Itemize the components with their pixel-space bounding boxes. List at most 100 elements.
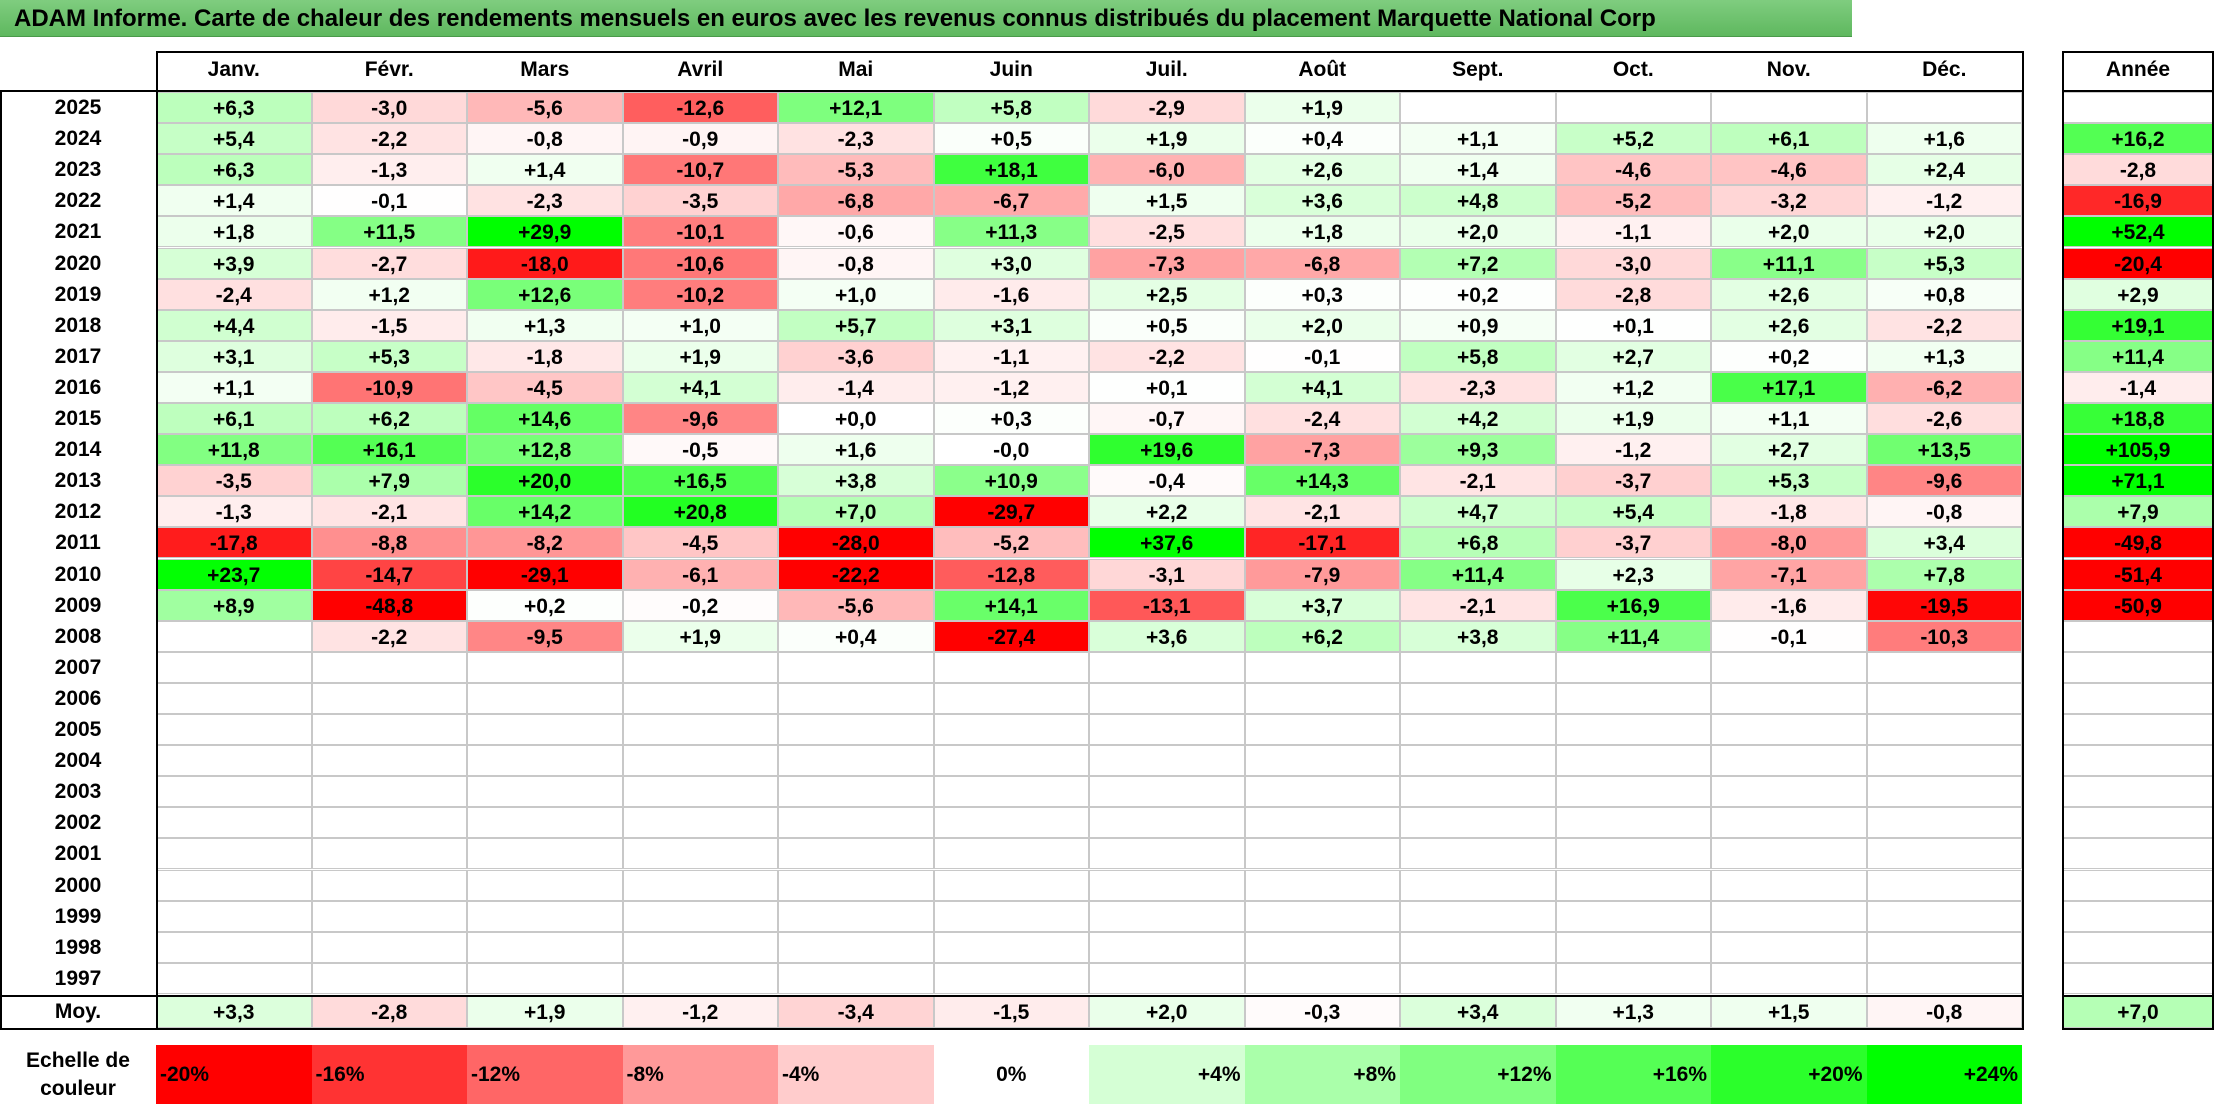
heatmap-cell [311, 900, 467, 932]
heatmap-cell [1866, 682, 2022, 714]
heatmap-cell [1866, 900, 2022, 932]
heatmap-cell: -10,6 [622, 247, 778, 279]
annual-cell [2062, 682, 2214, 714]
month-header: Juin [933, 51, 1089, 89]
heatmap-cell [622, 900, 778, 932]
heatmap-cell [1089, 962, 1245, 994]
annual-cell: +18,8 [2062, 403, 2214, 435]
heatmap-cell [311, 776, 467, 808]
annual-cell: +19,1 [2062, 309, 2214, 341]
heatmap-cell: -0,8 [467, 123, 623, 155]
heatmap-cell [311, 869, 467, 901]
heatmap-cell [1244, 962, 1400, 994]
heatmap-cell: +4,2 [1400, 403, 1556, 435]
heatmap-cell [1244, 807, 1400, 839]
heatmap-cell: +1,9 [1244, 92, 1400, 124]
heatmap-cell [311, 714, 467, 746]
heatmap-cell [933, 931, 1089, 963]
heatmap-cell [933, 900, 1089, 932]
heatmap-cell: -5,6 [778, 589, 934, 621]
heatmap-cell [1711, 807, 1867, 839]
heatmap-cell: -6,7 [933, 185, 1089, 217]
heatmap-cell: +0,4 [778, 620, 934, 652]
heatmap-cell: +5,8 [933, 92, 1089, 124]
heatmap-cell: -2,6 [1866, 403, 2022, 435]
heatmap-cell: +1,1 [1711, 403, 1867, 435]
heatmap-cell [467, 651, 623, 683]
heatmap-cell [1400, 714, 1556, 746]
heatmap-cell: +14,6 [467, 403, 623, 435]
year-label: 2007 [0, 651, 156, 683]
heatmap-cell: +0,1 [1555, 309, 1711, 341]
heatmap-cell [311, 651, 467, 683]
heatmap-cell: +2,6 [1711, 309, 1867, 341]
heatmap-cell: +5,2 [1555, 123, 1711, 155]
heatmap-cell: -6,8 [1244, 247, 1400, 279]
annual-cell: +105,9 [2062, 434, 2214, 466]
heatmap-cell [622, 776, 778, 808]
heatmap-cell: -2,7 [311, 247, 467, 279]
heatmap-cell: +4,8 [1400, 185, 1556, 217]
heatmap-cell: -5,2 [933, 527, 1089, 559]
heatmap-cell [1555, 682, 1711, 714]
annual-cell [2062, 745, 2214, 777]
heatmap-cell: -3,0 [311, 92, 467, 124]
heatmap-cell: +9,3 [1400, 434, 1556, 466]
annual-cell: -20,4 [2062, 247, 2214, 279]
heatmap-cell: +1,1 [156, 371, 312, 403]
average-cell: -0,8 [1866, 996, 2022, 1028]
heatmap-cell [1400, 807, 1556, 839]
heatmap-cell [1555, 838, 1711, 870]
heatmap-cell: +0,8 [1866, 278, 2022, 310]
annual-cell [2062, 714, 2214, 746]
year-label: 2016 [0, 371, 156, 403]
annual-cell [2062, 869, 2214, 901]
heatmap-cell: -0,9 [622, 123, 778, 155]
heatmap-cell: -1,1 [933, 340, 1089, 372]
heatmap-cell [467, 776, 623, 808]
year-label: 2000 [0, 869, 156, 901]
year-label: 2015 [0, 403, 156, 435]
annual-cell [2062, 92, 2214, 124]
heatmap-cell [933, 714, 1089, 746]
heatmap-cell: +11,4 [1400, 558, 1556, 590]
heatmap-cell: +3,8 [778, 465, 934, 497]
heatmap-cell [1555, 931, 1711, 963]
heatmap-cell: -17,1 [1244, 527, 1400, 559]
heatmap-cell [1244, 714, 1400, 746]
year-label: 1997 [0, 962, 156, 994]
heatmap-cell [622, 807, 778, 839]
month-header: Févr. [311, 51, 467, 89]
heatmap-cell: -2,2 [311, 620, 467, 652]
heatmap-cell: +6,3 [156, 92, 312, 124]
heatmap-cell: -3,5 [156, 465, 312, 497]
heatmap-cell: -2,2 [1089, 340, 1245, 372]
heatmap-cell: -3,1 [1089, 558, 1245, 590]
heatmap-cell: -14,7 [311, 558, 467, 590]
year-label: 2009 [0, 589, 156, 621]
average-cell: +1,9 [467, 996, 623, 1028]
heatmap-cell: +7,8 [1866, 558, 2022, 590]
year-label: 2008 [0, 620, 156, 652]
heatmap-cell [1711, 900, 1867, 932]
heatmap-cell: +5,7 [778, 309, 934, 341]
heatmap-cell: +23,7 [156, 558, 312, 590]
heatmap-cell [1866, 807, 2022, 839]
annual-cell: -2,8 [2062, 154, 2214, 186]
heatmap-cell: +13,5 [1866, 434, 2022, 466]
heatmap-cell [778, 776, 934, 808]
heatmap-cell [622, 682, 778, 714]
heatmap-cell: +5,3 [311, 340, 467, 372]
heatmap-cell [778, 745, 934, 777]
year-label: 2006 [0, 682, 156, 714]
heatmap-cell: +1,9 [1555, 403, 1711, 435]
heatmap-cell: +2,4 [1866, 154, 2022, 186]
month-header: Nov. [1711, 51, 1867, 89]
heatmap-cell: +1,4 [467, 154, 623, 186]
heatmap-cell [778, 931, 934, 963]
heatmap-cell: +14,3 [1244, 465, 1400, 497]
heatmap-cell: +2,0 [1244, 309, 1400, 341]
heatmap-cell [156, 869, 312, 901]
heatmap-cell: +6,3 [156, 154, 312, 186]
heatmap-cell: +1,6 [778, 434, 934, 466]
